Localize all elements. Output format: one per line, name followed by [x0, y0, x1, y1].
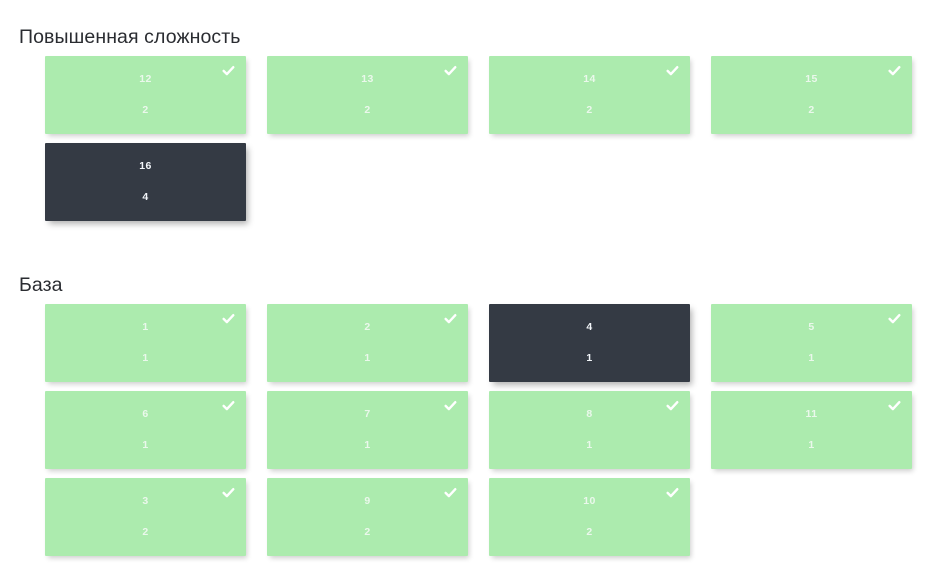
task-card-number: 4 — [586, 321, 593, 333]
section-title-advanced: Повышенная сложность — [19, 26, 241, 48]
task-card-16[interactable]: 16 4 — [45, 143, 246, 221]
check-icon — [221, 485, 236, 500]
check-icon — [665, 485, 680, 500]
task-card-number: 1 — [142, 321, 149, 333]
task-card-subvalue: 1 — [142, 439, 149, 451]
card-row: 6 1 7 1 8 1 11 1 — [45, 391, 941, 469]
task-card-number: 3 — [142, 495, 149, 507]
task-card-subvalue: 2 — [364, 104, 371, 116]
check-icon — [887, 63, 902, 78]
task-card-subvalue: 1 — [808, 352, 815, 364]
card-row: 16 4 — [45, 143, 941, 221]
check-icon — [221, 311, 236, 326]
check-icon — [887, 398, 902, 413]
task-card-14[interactable]: 14 2 — [489, 56, 690, 134]
task-card-number: 8 — [586, 408, 593, 420]
task-card-subvalue: 1 — [142, 352, 149, 364]
task-card-13[interactable]: 13 2 — [267, 56, 468, 134]
task-card-subvalue: 2 — [586, 104, 593, 116]
task-card-number: 10 — [583, 495, 596, 507]
check-icon — [443, 63, 458, 78]
task-card-subvalue: 1 — [808, 439, 815, 451]
task-card-subvalue: 1 — [364, 439, 371, 451]
task-card-subvalue: 2 — [142, 526, 149, 538]
card-row: 3 2 9 2 10 2 — [45, 478, 941, 556]
task-card-subvalue: 1 — [586, 352, 593, 364]
task-card-subvalue: 2 — [808, 104, 815, 116]
check-icon — [221, 398, 236, 413]
task-card-subvalue: 2 — [142, 104, 149, 116]
check-icon — [443, 311, 458, 326]
task-card-12[interactable]: 12 2 — [45, 56, 246, 134]
task-card-number: 12 — [139, 73, 152, 85]
task-card-number: 11 — [805, 408, 818, 420]
check-icon — [665, 63, 680, 78]
section-base: База 1 1 2 1 4 1 5 1 6 1 7 1 8 1 11 1 3 2 9 2 10 2 — [0, 274, 941, 556]
task-card-number: 14 — [583, 73, 596, 85]
check-icon — [887, 311, 902, 326]
task-card-10[interactable]: 10 2 — [489, 478, 690, 556]
card-grid-advanced: 12 2 13 2 14 2 15 2 16 4 — [0, 48, 941, 221]
check-icon — [443, 485, 458, 500]
task-card-subvalue: 1 — [364, 352, 371, 364]
check-icon — [443, 398, 458, 413]
task-card-number: 2 — [364, 321, 371, 333]
task-card-number: 5 — [808, 321, 815, 333]
task-card-subvalue: 4 — [142, 191, 149, 203]
task-card-number: 9 — [364, 495, 371, 507]
section-advanced: Повышенная сложность 12 2 13 2 14 2 15 2 16 4 — [0, 26, 941, 221]
check-icon — [221, 63, 236, 78]
task-card-number: 16 — [139, 160, 152, 172]
section-title-base: База — [19, 274, 63, 296]
card-row: 12 2 13 2 14 2 15 2 — [45, 56, 941, 134]
task-card-number: 13 — [361, 73, 374, 85]
task-card-subvalue: 2 — [586, 526, 593, 538]
task-card-11[interactable]: 11 1 — [711, 391, 912, 469]
check-icon — [665, 398, 680, 413]
task-card-subvalue: 1 — [586, 439, 593, 451]
task-card-number: 7 — [364, 408, 371, 420]
task-card-number: 15 — [805, 73, 818, 85]
task-card-15[interactable]: 15 2 — [711, 56, 912, 134]
task-card-number: 6 — [142, 408, 149, 420]
task-card-subvalue: 2 — [364, 526, 371, 538]
card-grid-base: 1 1 2 1 4 1 5 1 6 1 7 1 8 1 11 1 3 2 9 2 10 2 — [0, 296, 941, 556]
